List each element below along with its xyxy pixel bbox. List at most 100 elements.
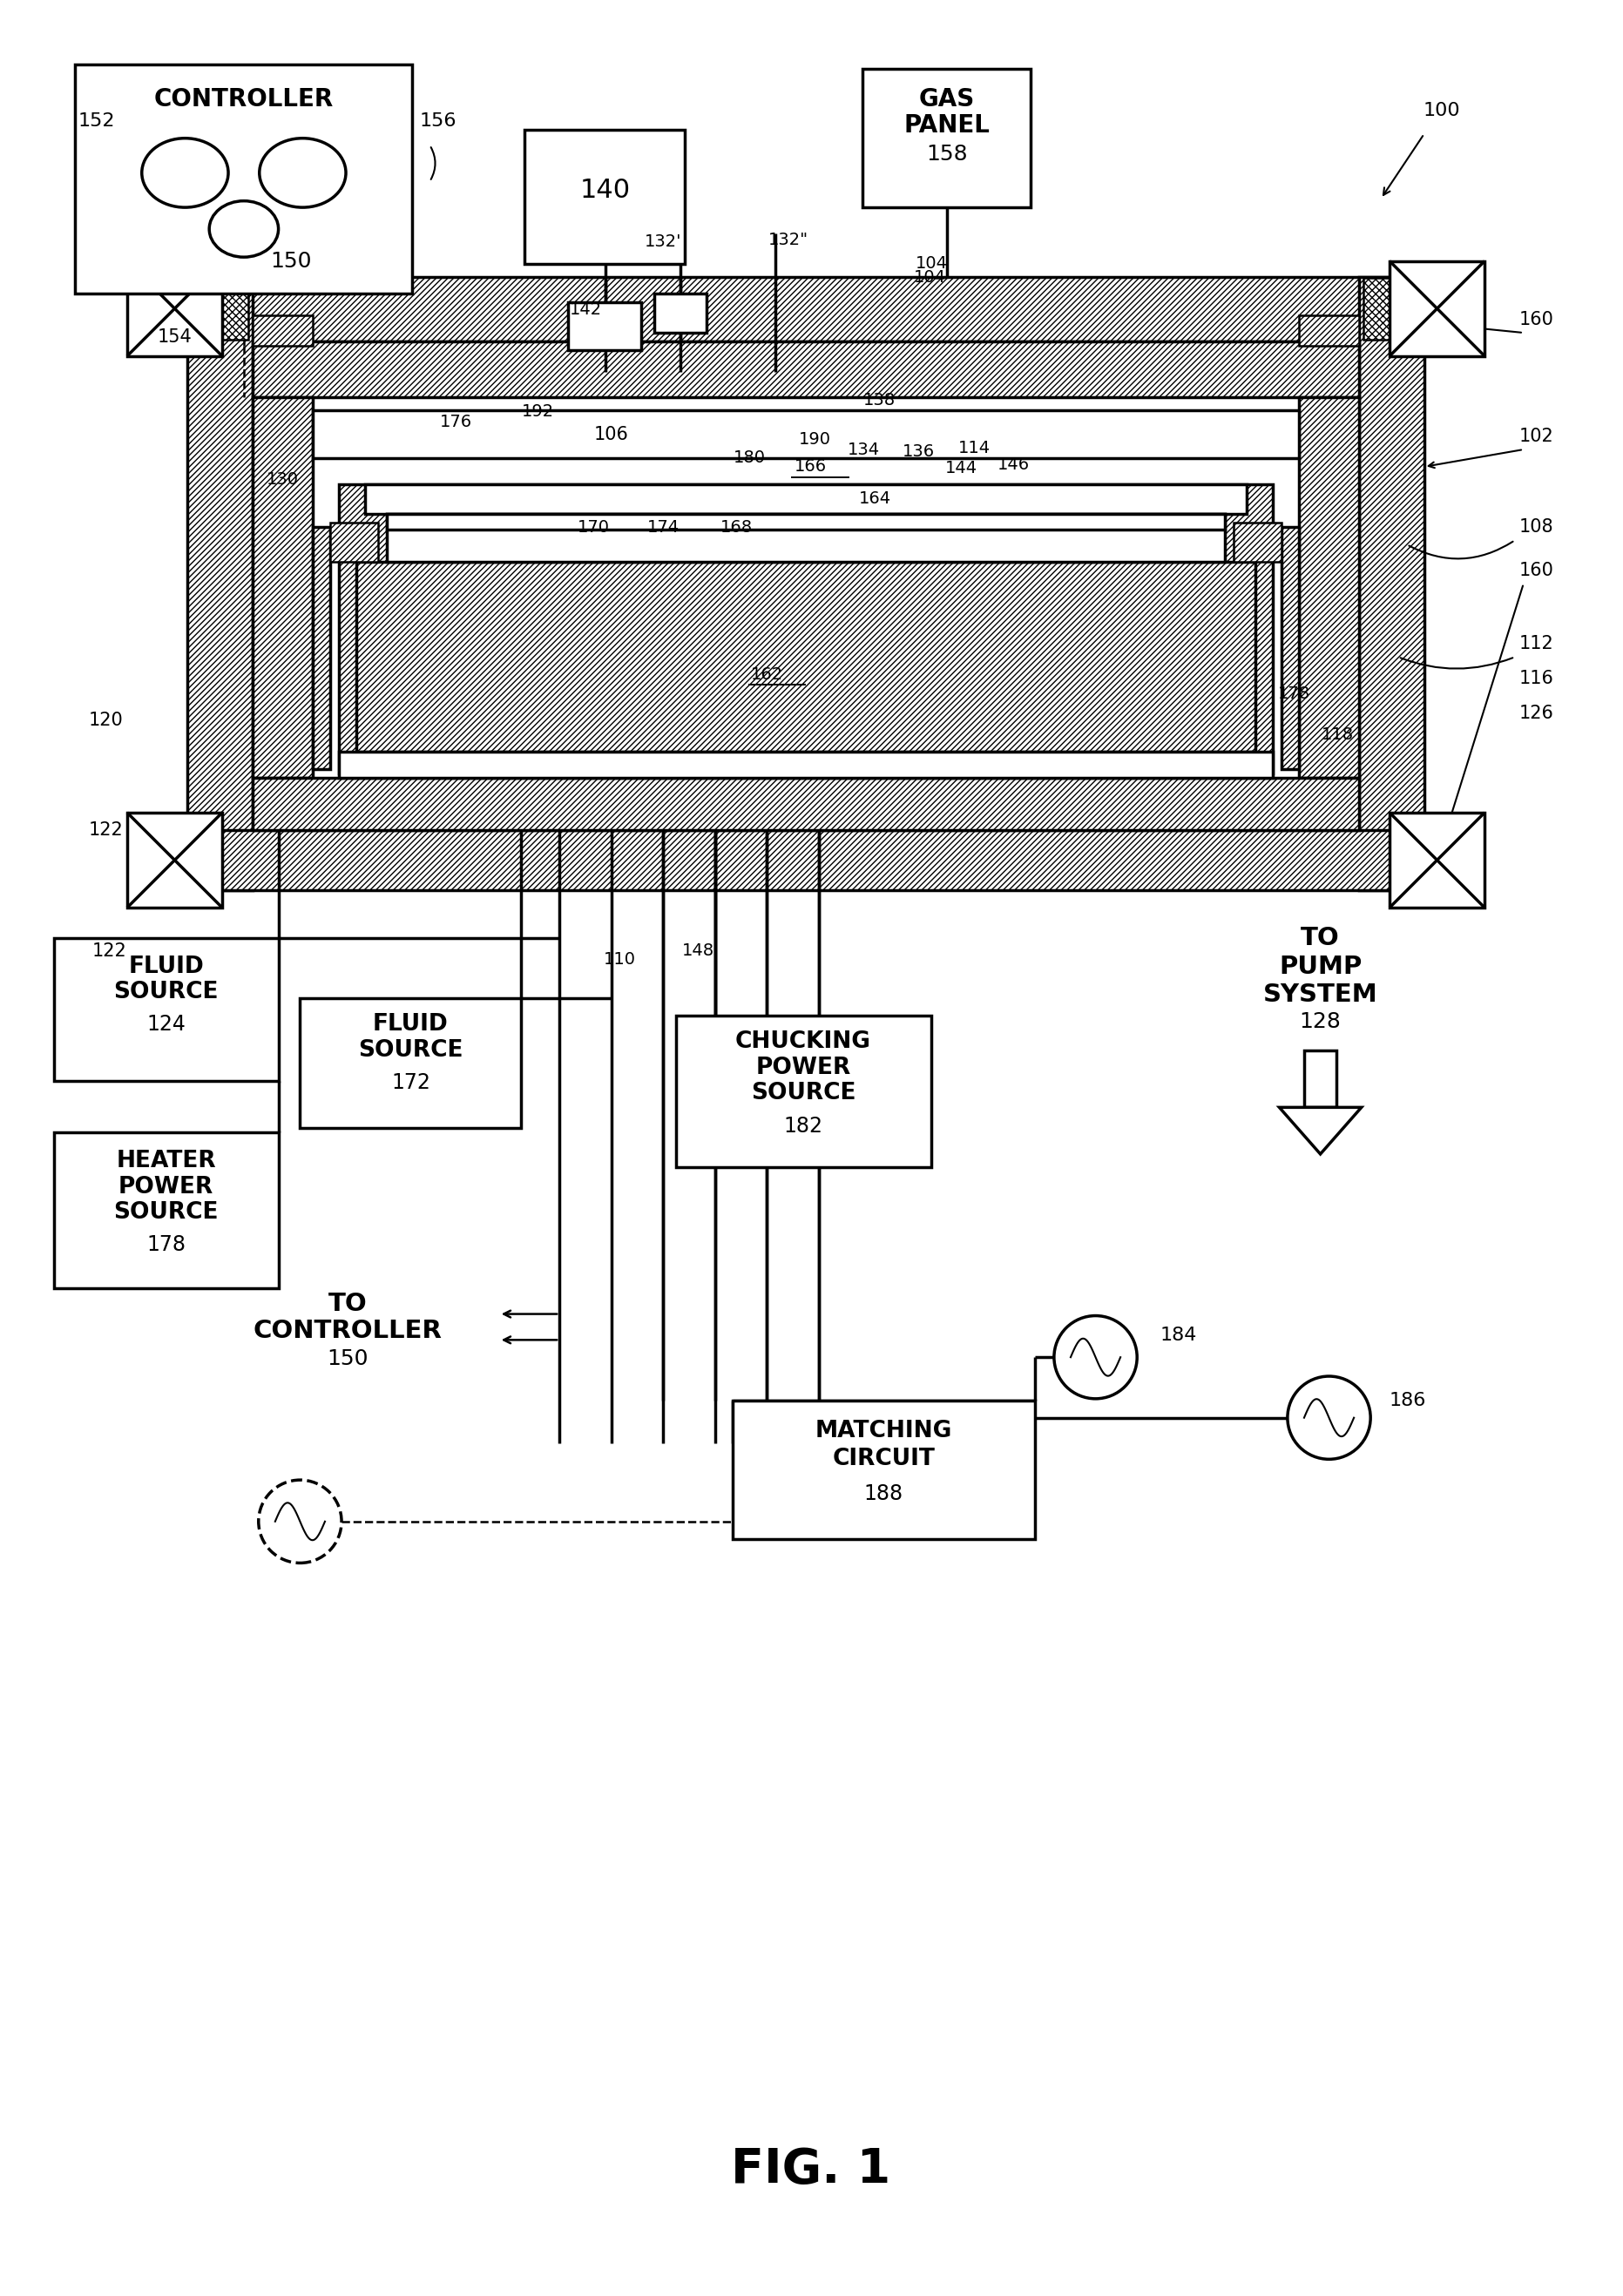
Text: CONTROLLER: CONTROLLER xyxy=(253,1320,441,1343)
Bar xyxy=(1363,278,1420,340)
Text: 160: 160 xyxy=(1519,563,1553,579)
Bar xyxy=(862,69,1031,207)
Text: FLUID: FLUID xyxy=(373,1013,448,1035)
Bar xyxy=(75,64,412,294)
Text: MATCHING: MATCHING xyxy=(815,1419,953,1442)
Text: SOURCE: SOURCE xyxy=(359,1040,463,1061)
Text: 178: 178 xyxy=(146,1235,185,1256)
Text: TO: TO xyxy=(328,1290,367,1316)
Text: 152: 152 xyxy=(78,113,115,129)
Text: 150: 150 xyxy=(271,250,312,271)
Bar xyxy=(1282,528,1298,769)
Bar xyxy=(313,528,331,769)
Text: 176: 176 xyxy=(440,413,472,429)
Text: 146: 146 xyxy=(997,457,1029,473)
Text: TO: TO xyxy=(1302,925,1341,951)
Text: 132": 132" xyxy=(769,232,808,248)
Text: 160: 160 xyxy=(1519,310,1553,328)
Bar xyxy=(127,262,222,356)
Text: POWER: POWER xyxy=(756,1056,850,1079)
Bar xyxy=(54,939,279,1081)
Text: 144: 144 xyxy=(945,459,977,478)
Bar xyxy=(1298,397,1360,778)
Bar xyxy=(1389,262,1485,356)
Bar xyxy=(1298,315,1360,347)
Bar xyxy=(300,999,521,1127)
Bar xyxy=(127,813,222,907)
Bar xyxy=(1303,1049,1337,1107)
Text: 132': 132' xyxy=(644,234,682,250)
Text: SYSTEM: SYSTEM xyxy=(1263,983,1378,1008)
Polygon shape xyxy=(1279,1107,1362,1155)
Text: 156: 156 xyxy=(420,113,458,129)
Text: 122: 122 xyxy=(93,941,127,960)
Text: 158: 158 xyxy=(927,142,967,165)
Text: 128: 128 xyxy=(1300,1010,1341,1033)
Text: 116: 116 xyxy=(1519,670,1553,687)
Text: 148: 148 xyxy=(682,944,714,960)
Text: FLUID: FLUID xyxy=(128,955,204,978)
Text: 174: 174 xyxy=(648,519,680,535)
Text: 114: 114 xyxy=(958,439,990,457)
Bar xyxy=(654,294,706,333)
Text: 154: 154 xyxy=(157,328,192,347)
Text: 130: 130 xyxy=(266,471,299,489)
Bar xyxy=(1360,276,1423,891)
Bar xyxy=(365,484,1246,514)
Bar xyxy=(253,397,313,778)
Text: 102: 102 xyxy=(1519,427,1553,445)
Text: 110: 110 xyxy=(604,951,636,969)
Text: 104: 104 xyxy=(914,269,946,285)
Text: 140: 140 xyxy=(579,177,631,202)
Text: 172: 172 xyxy=(391,1072,430,1093)
Text: 186: 186 xyxy=(1389,1391,1427,1410)
Text: SOURCE: SOURCE xyxy=(114,980,219,1003)
Text: FIG. 1: FIG. 1 xyxy=(732,2147,891,2193)
Text: 150: 150 xyxy=(326,1348,368,1368)
Text: 106: 106 xyxy=(594,427,628,443)
Bar xyxy=(386,514,1225,563)
Bar xyxy=(253,778,1360,829)
Text: 136: 136 xyxy=(902,443,935,459)
Text: 104: 104 xyxy=(915,255,948,271)
Bar xyxy=(253,342,1360,397)
Bar xyxy=(54,1132,279,1288)
Text: 134: 134 xyxy=(847,441,880,457)
Bar xyxy=(386,514,1225,530)
Text: CONTROLLER: CONTROLLER xyxy=(154,87,334,113)
Text: CIRCUIT: CIRCUIT xyxy=(833,1449,935,1469)
Bar xyxy=(253,315,313,347)
Text: CHUCKING: CHUCKING xyxy=(735,1031,872,1054)
Text: 184: 184 xyxy=(1160,1327,1198,1345)
Bar xyxy=(192,278,248,340)
Bar xyxy=(677,1015,932,1166)
Text: SOURCE: SOURCE xyxy=(751,1081,855,1104)
Text: 178: 178 xyxy=(1279,687,1311,703)
Bar xyxy=(339,753,1272,778)
Text: 100: 100 xyxy=(1423,101,1461,119)
Text: 138: 138 xyxy=(863,393,896,409)
Text: 112: 112 xyxy=(1519,636,1553,652)
Text: PANEL: PANEL xyxy=(904,113,990,138)
Text: 108: 108 xyxy=(1519,519,1553,535)
Text: 168: 168 xyxy=(721,519,753,535)
Bar xyxy=(568,303,641,349)
Bar xyxy=(524,129,685,264)
Text: 192: 192 xyxy=(521,404,553,420)
Bar xyxy=(732,1401,1035,1538)
Bar xyxy=(339,484,1272,774)
Text: PUMP: PUMP xyxy=(1279,955,1362,978)
Text: 120: 120 xyxy=(88,712,123,728)
Text: GAS: GAS xyxy=(919,87,975,113)
Bar xyxy=(188,829,1423,891)
Text: 164: 164 xyxy=(859,491,891,507)
Text: 162: 162 xyxy=(751,666,784,682)
Text: SOURCE: SOURCE xyxy=(114,1201,219,1224)
Text: 170: 170 xyxy=(578,519,610,535)
Text: POWER: POWER xyxy=(118,1176,214,1199)
Text: 188: 188 xyxy=(863,1483,904,1504)
Text: 166: 166 xyxy=(794,459,826,475)
Text: 118: 118 xyxy=(1321,726,1354,744)
Bar xyxy=(1389,813,1485,907)
Bar xyxy=(313,411,1298,439)
